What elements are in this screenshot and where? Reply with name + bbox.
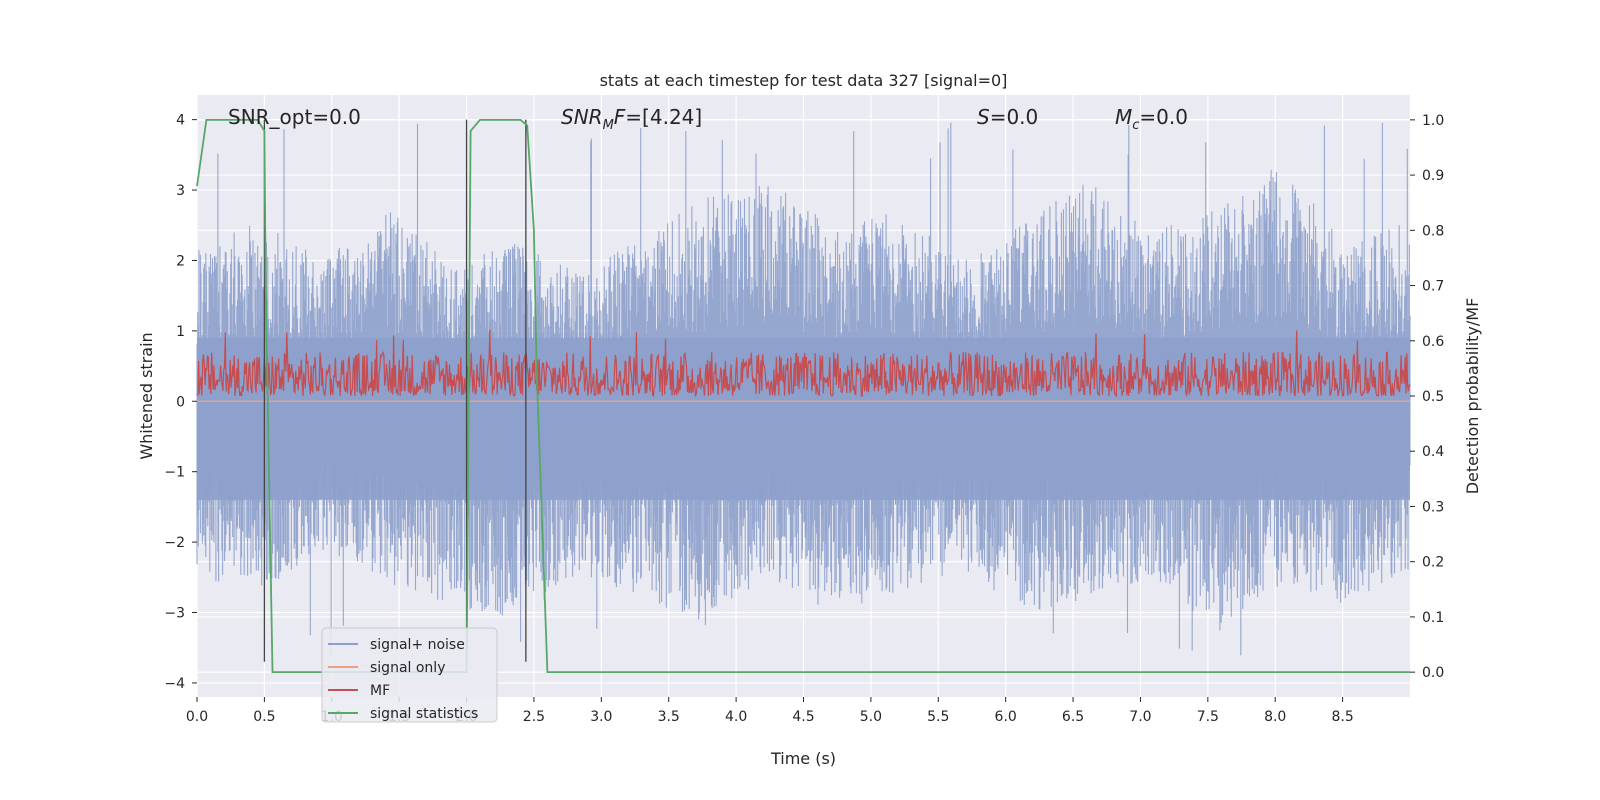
x-tick-label: 3.0 [590,709,612,725]
y-axis-label-right: Detection probability/MF [1463,298,1482,495]
x-tick-label: 3.5 [658,709,680,725]
y-tick-label-right: 0.5 [1422,389,1444,405]
signal-statistics-line [196,119,1410,673]
annotation-snr-mf-sub: M [603,118,614,133]
x-tick-label: 6.5 [1062,709,1084,725]
x-tick-label: 7.5 [1197,709,1219,725]
x-tick-label: 5.0 [860,709,882,725]
y-tick-label-left: −2 [164,535,185,551]
y-tick-label-left: 4 [176,113,185,129]
x-tick-label: 4.0 [725,709,747,725]
annotation-snr-mf-base: SNR [561,105,603,129]
annotation-s: S=0.0 [977,105,1038,129]
legend: signal+ noise signal only MF signal statist… [321,627,498,723]
legend-label: signal+ noise [370,637,465,653]
legend-label: signal only [370,660,445,676]
y-tick-label-left: −1 [164,465,185,481]
signal-statistics-series [196,119,1410,673]
annotation-mc-sub: c [1132,118,1139,133]
annotation-mc-symbol: M [1115,105,1132,129]
y-tick-label-left: −3 [164,606,185,622]
y-tick-label-right: 0.6 [1422,334,1444,350]
mf-line [196,329,1411,398]
y-tick-label-right: 0.0 [1422,665,1444,681]
mf-series [196,329,1411,398]
legend-label: MF [370,683,390,699]
x-tick-label: 5.5 [927,709,949,725]
y-axis-label-left: Whitened strain [137,332,156,459]
legend-box [321,627,498,723]
annotation-mc-value: =0.0 [1139,105,1188,129]
y-tick-label-right: 0.7 [1422,279,1444,295]
y-tick-label-left: 3 [176,183,185,199]
y-tick-label-right: 0.3 [1422,499,1444,515]
x-axis-label: Time (s) [770,749,836,768]
legend-label: signal statistics [370,706,478,722]
x-tick-label: 6.0 [995,709,1017,725]
y-tick-label-right: 0.9 [1422,168,1444,184]
annotation-snr-mf-value: =[4.24] [625,105,702,129]
x-tick-label: 8.5 [1331,709,1353,725]
x-tick-label: 2.5 [523,709,545,725]
annotation-s-value: =0.0 [990,105,1039,129]
y-tick-label-right: 0.8 [1422,223,1444,239]
chart-title: stats at each timestep for test data 327… [600,71,1008,90]
x-tick-label: 0.0 [186,709,208,725]
y-tick-label-left: −4 [164,676,185,692]
annotation-snr-mf-f: F [614,105,626,129]
y-tick-label-right: 0.2 [1422,555,1444,571]
annotation-s-symbol: S [977,105,990,129]
x-tick-label: 8.0 [1264,709,1286,725]
y-tick-label-right: 1.0 [1422,113,1444,129]
annotation-snr-mf: SNRMF=[4.24] [561,105,702,133]
annotation-mc: Mc=0.0 [1115,105,1188,133]
x-tick-label: 0.5 [253,709,275,725]
annotation-snr-mf-tail: F=[4.24] [614,105,702,129]
y-tick-label-right: 0.4 [1422,444,1444,460]
y-tick-label-left: 1 [176,324,185,340]
y-tick-label-right: 0.1 [1422,610,1444,626]
y-tick-label-left: 0 [176,394,185,410]
y-tick-label-left: 2 [176,253,185,269]
x-tick-label: 4.5 [792,709,814,725]
annotation-snr-opt: SNR_opt=0.0 [228,105,361,129]
x-tick-label: 7.0 [1129,709,1151,725]
